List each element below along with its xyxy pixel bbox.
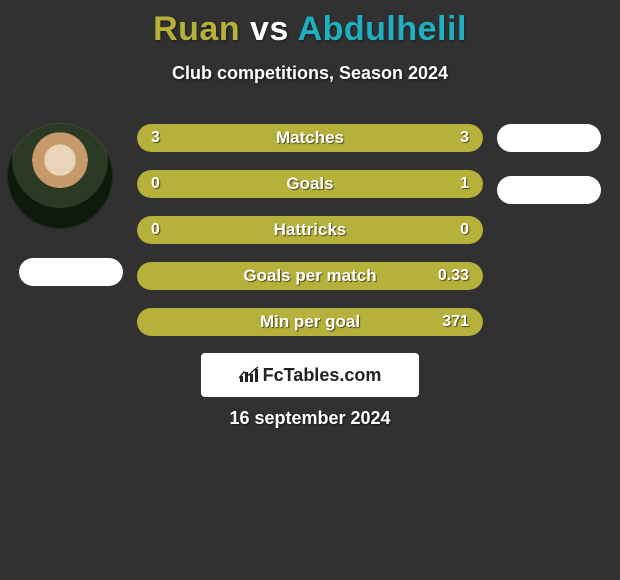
player1-avatar bbox=[7, 123, 113, 229]
stat-label: Goals bbox=[137, 170, 483, 198]
stat-row: 33Matches bbox=[137, 124, 483, 152]
stat-row: 01Goals bbox=[137, 170, 483, 198]
stat-label: Matches bbox=[137, 124, 483, 152]
stat-row: 00Hattricks bbox=[137, 216, 483, 244]
logo-box: FcTables.com bbox=[201, 353, 419, 397]
player1-name-pill bbox=[19, 258, 123, 286]
comparison-infographic: Ruan vs Abdulhelil Club competitions, Se… bbox=[0, 0, 620, 580]
stat-rows: 33Matches 01Goals 00Hattricks 0.33Goals per… bbox=[137, 124, 483, 354]
stat-row: 371Min per goal bbox=[137, 308, 483, 336]
title-player1: Ruan bbox=[153, 10, 240, 48]
logo-text: FcTables.com bbox=[263, 365, 382, 385]
stat-label: Min per goal bbox=[137, 308, 483, 336]
bar-chart-icon bbox=[239, 366, 259, 384]
page-title: Ruan vs Abdulhelil bbox=[0, 0, 620, 49]
stat-label: Hattricks bbox=[137, 216, 483, 244]
stat-label: Goals per match bbox=[137, 262, 483, 290]
stat-row: 0.33Goals per match bbox=[137, 262, 483, 290]
player2-name-pill-1 bbox=[497, 124, 601, 152]
title-vs: vs bbox=[250, 10, 289, 48]
date-text: 16 september 2024 bbox=[0, 408, 620, 429]
player2-name-pill-2 bbox=[497, 176, 601, 204]
title-player2: Abdulhelil bbox=[298, 10, 467, 48]
subtitle: Club competitions, Season 2024 bbox=[0, 63, 620, 84]
